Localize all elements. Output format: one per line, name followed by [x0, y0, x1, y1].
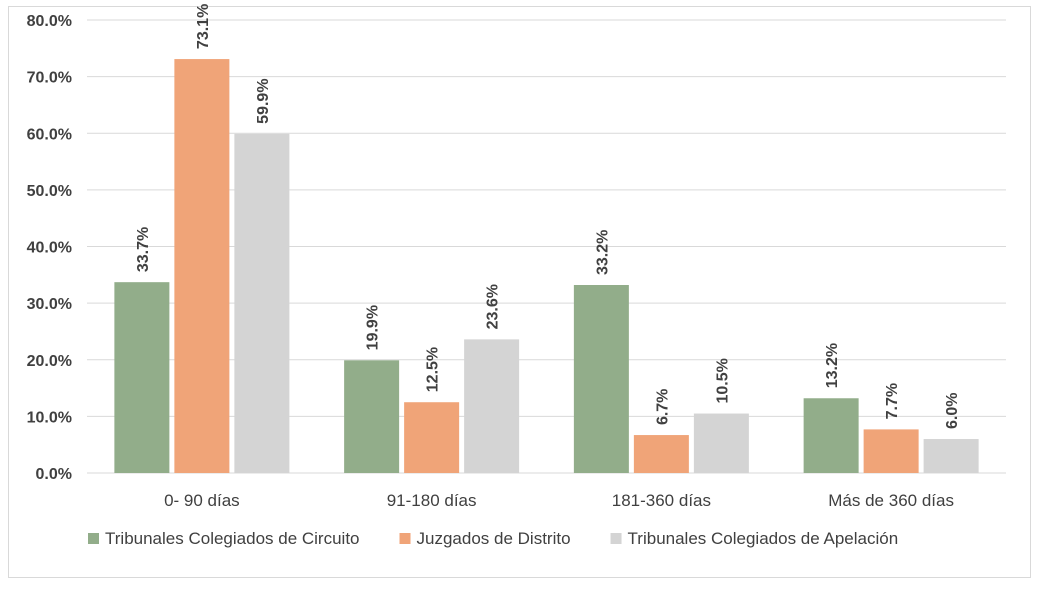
bar [923, 439, 979, 473]
bar [633, 435, 689, 473]
data-label: 73.1% [195, 4, 212, 49]
legend-label: Juzgados de Distrito [417, 529, 571, 548]
legend-swatch [399, 533, 411, 544]
data-label: 6.7% [654, 389, 671, 425]
y-tick-label: 70.0% [27, 70, 72, 87]
y-tick-label: 80.0% [27, 13, 72, 30]
bar [344, 360, 400, 473]
data-label: 6.0% [944, 393, 961, 429]
bar [863, 429, 919, 473]
legend-label: Tribunales Colegiados de Circuito [105, 529, 360, 548]
data-label: 23.6% [485, 284, 502, 329]
data-label: 13.2% [824, 343, 841, 388]
data-label: 33.2% [594, 230, 611, 275]
data-label: 59.9% [255, 78, 272, 123]
bar [404, 402, 460, 473]
y-tick-label: 50.0% [27, 183, 72, 200]
data-label: 33.7% [135, 227, 152, 272]
legend-swatch [610, 533, 622, 544]
x-tick-label: Más de 360 días [828, 491, 954, 510]
data-label: 19.9% [365, 305, 382, 350]
x-tick-label: 0- 90 días [164, 491, 240, 510]
data-label: 7.7% [884, 383, 901, 419]
x-tick-label: 91-180 días [387, 491, 477, 510]
y-tick-label: 20.0% [27, 353, 72, 370]
bar [573, 285, 629, 473]
bar [803, 398, 859, 473]
x-tick-label: 181-360 días [612, 491, 711, 510]
y-tick-label: 30.0% [27, 296, 72, 313]
y-tick-label: 60.0% [27, 126, 72, 143]
y-tick-label: 10.0% [27, 409, 72, 426]
legend-swatch [88, 533, 99, 544]
data-label: 10.5% [714, 358, 731, 403]
legend-label: Tribunales Colegiados de Apelación [628, 529, 899, 548]
bar [234, 133, 290, 473]
data-label: 12.5% [425, 347, 442, 392]
y-tick-label: 0.0% [36, 466, 72, 483]
bar [464, 339, 520, 473]
bar [114, 282, 170, 473]
y-tick-label: 40.0% [27, 240, 72, 257]
bar [174, 59, 230, 473]
bar [693, 413, 749, 473]
